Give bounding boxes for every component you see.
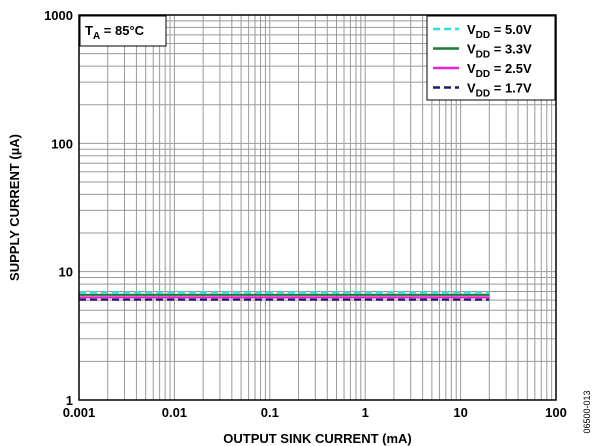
figure-id: 06500-013 [582, 390, 592, 433]
x-tick-labels: 0.001 0.01 0.1 1 10 100 [63, 405, 567, 420]
legend-label: VDD = 5.0V [467, 22, 532, 41]
x-tick-label: 100 [545, 405, 567, 420]
x-tick-label: 1 [362, 405, 369, 420]
legend-label: VDD = 1.7V [467, 81, 532, 100]
y-tick-label: 1 [66, 393, 73, 408]
y-axis-label: SUPPLY CURRENT (µA) [7, 134, 22, 281]
annotation-main: T [85, 23, 93, 38]
y-tick-label: 10 [59, 265, 73, 280]
x-tick-label: 0.001 [63, 405, 96, 420]
y-tick-label: 1000 [44, 8, 73, 23]
x-tick-label: 0.1 [261, 405, 279, 420]
annotation-rest: = 85°C [100, 23, 144, 38]
plot-frame [78, 14, 557, 401]
annotation-sub: A [93, 31, 100, 42]
temperature-annotation: TA = 85°C [79, 15, 167, 47]
annotation-box [79, 15, 167, 47]
x-tick-label: 0.01 [162, 405, 187, 420]
legend-label: VDD = 3.3V [467, 42, 532, 61]
y-tick-labels: 1 10 100 1000 [44, 8, 73, 408]
grid-lines [79, 15, 556, 400]
legend-label: VDD = 2.5V [467, 61, 532, 80]
x-tick-label: 10 [453, 405, 467, 420]
y-tick-label: 100 [51, 136, 73, 151]
annotation-text: TA = 85°C [85, 23, 145, 42]
x-axis-label: OUTPUT SINK CURRENT (mA) [223, 431, 412, 446]
series-lines [79, 291, 490, 301]
